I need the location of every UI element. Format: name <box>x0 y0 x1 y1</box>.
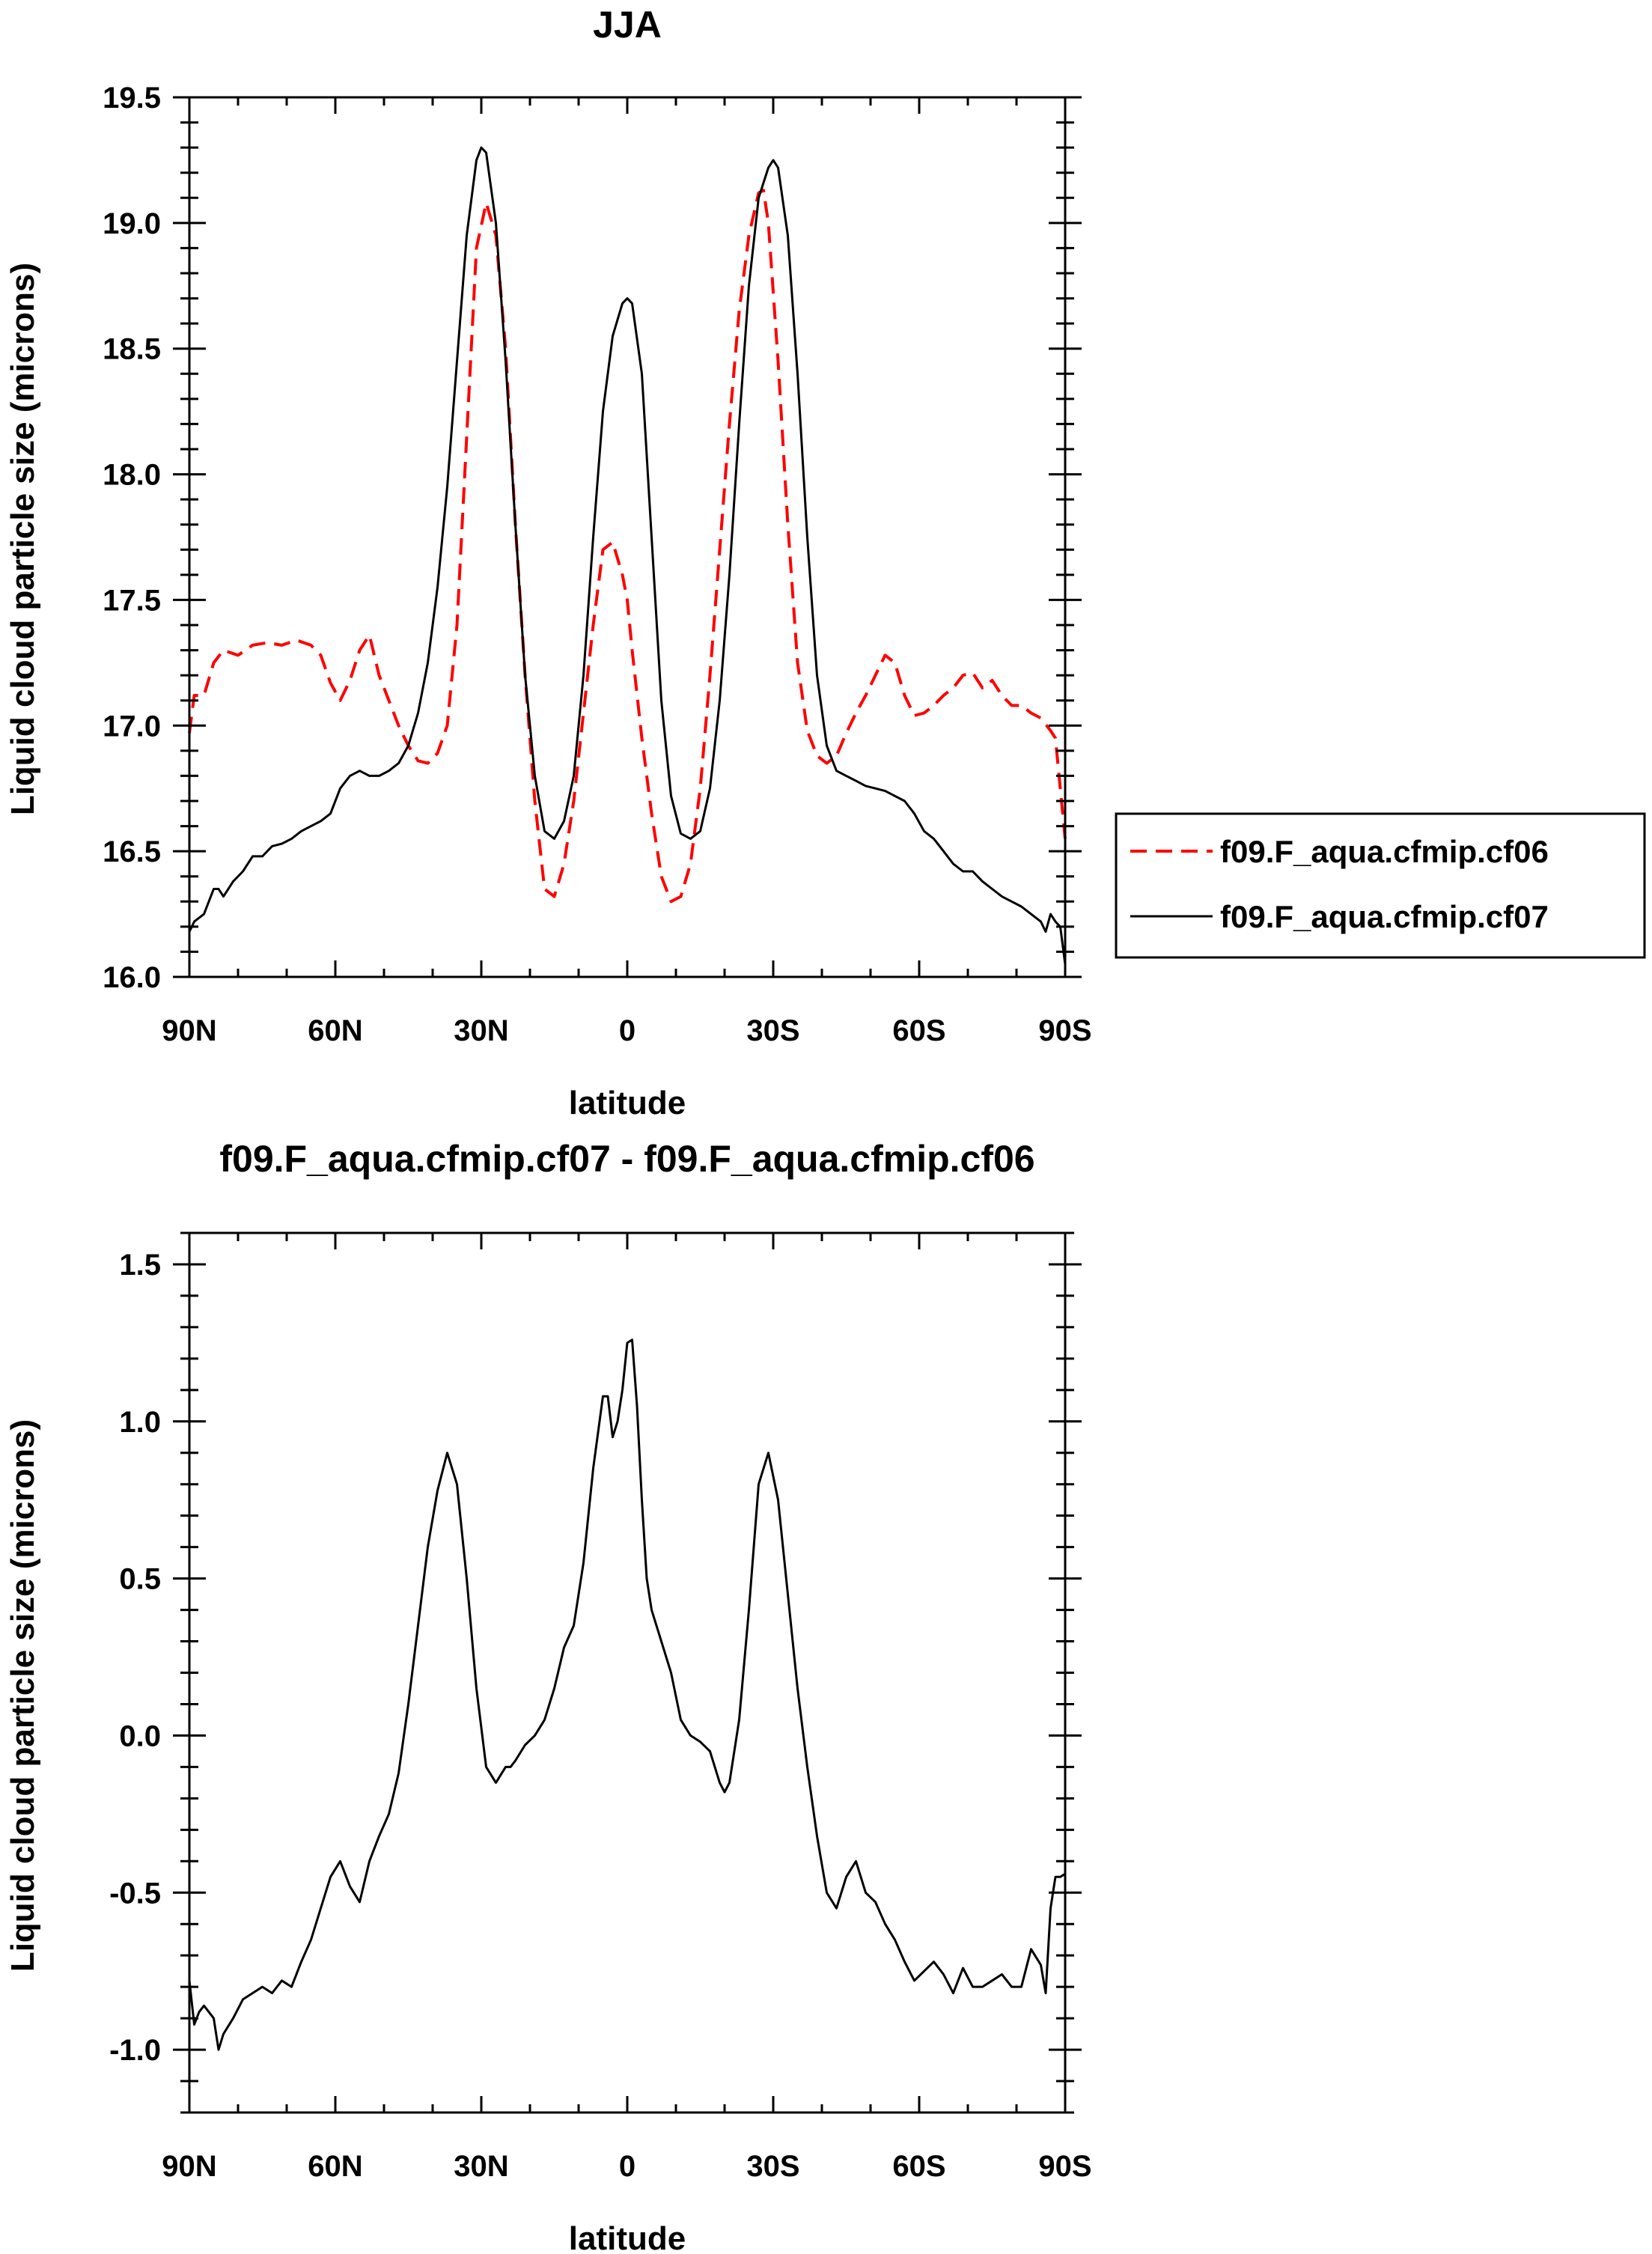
series-line-0-1 <box>188 146 1067 965</box>
x-tick-label: 90S <box>1038 2150 1091 2183</box>
legend-label-cf07: f09.F_aqua.cfmip.cf07 <box>1220 899 1549 934</box>
y-tick-label: 16.0 <box>103 961 161 994</box>
bottom-x-axis-label: latitude <box>569 2220 686 2254</box>
y-tick-label: 19.5 <box>103 82 161 115</box>
y-tick-label: 18.5 <box>103 333 161 366</box>
y-tick-label: 17.5 <box>103 584 161 617</box>
x-tick-label: 90N <box>162 2150 216 2183</box>
y-tick-label: 1.0 <box>119 1406 161 1439</box>
y-tick-label: 19.0 <box>103 207 161 240</box>
bottom-plot-lines <box>188 1338 1066 2051</box>
y-tick-label: 0.5 <box>119 1563 161 1596</box>
x-tick-label: 60N <box>308 1014 362 1047</box>
y-tick-label: 1.5 <box>119 1249 161 1282</box>
y-tick-label: 18.0 <box>103 459 161 492</box>
x-tick-label: 0 <box>619 1014 635 1047</box>
x-tick-label: 90N <box>162 1014 216 1047</box>
bottom-y-axis-label: Liquid cloud particle size (microns) <box>4 1419 41 1972</box>
x-tick-label: 30N <box>454 1014 508 1047</box>
x-tick-label: 90S <box>1038 1014 1091 1047</box>
series-line-0-0 <box>188 189 1067 904</box>
legend: f09.F_aqua.cfmip.cf06 f09.F_aqua.cfmip.c… <box>1115 812 1646 959</box>
bottom-panel: f09.F_aqua.cfmip.cf07 - f09.F_aqua.cfmip… <box>4 1138 1092 2254</box>
y-tick-label: -1.0 <box>109 2034 161 2067</box>
bottom-axes: 90N 60N 30N 0 30S 60S 90S -1.0 -0.5 0.0 0.5 1.0 1.5 <box>109 1231 1092 2183</box>
y-tick-label: 0.0 <box>119 1720 161 1752</box>
plot-frame <box>188 96 1067 978</box>
bottom-chart-title: f09.F_aqua.cfmip.cf07 - f09.F_aqua.cfmip… <box>219 1138 1034 1180</box>
x-tick-label: 60S <box>892 2150 945 2183</box>
y-tick-label: 16.5 <box>103 835 161 868</box>
x-tick-label: 30N <box>454 2150 508 2183</box>
y-tick-label: -0.5 <box>109 1877 161 1910</box>
top-axes: 90N 60N 30N 0 30S 60S 90S 16.0 16.5 17.0 17.5 18.0 1… <box>103 82 1091 1047</box>
series-line-1-0 <box>188 1338 1066 2051</box>
x-tick-label: 60N <box>308 2150 362 2183</box>
legend-label-cf06: f09.F_aqua.cfmip.cf06 <box>1220 834 1549 869</box>
top-x-axis-label: latitude <box>569 1085 686 1121</box>
y-tick-label: 17.0 <box>103 710 161 743</box>
top-plot-lines <box>188 146 1067 965</box>
x-tick-label: 30S <box>746 2150 799 2183</box>
top-panel: JJA 90N 60N 30N 0 30S 60S 90S 16.0 16.5 17.0 17.5 1… <box>4 4 1092 1121</box>
top-chart-title: JJA <box>593 4 662 46</box>
x-tick-label: 0 <box>619 2150 635 2183</box>
x-tick-label: 30S <box>746 1014 799 1047</box>
plot-frame <box>188 1231 1067 2114</box>
top-y-axis-label: Liquid cloud particle size (microns) <box>4 263 41 815</box>
legend-box <box>1115 812 1646 959</box>
x-tick-label: 60S <box>892 1014 945 1047</box>
